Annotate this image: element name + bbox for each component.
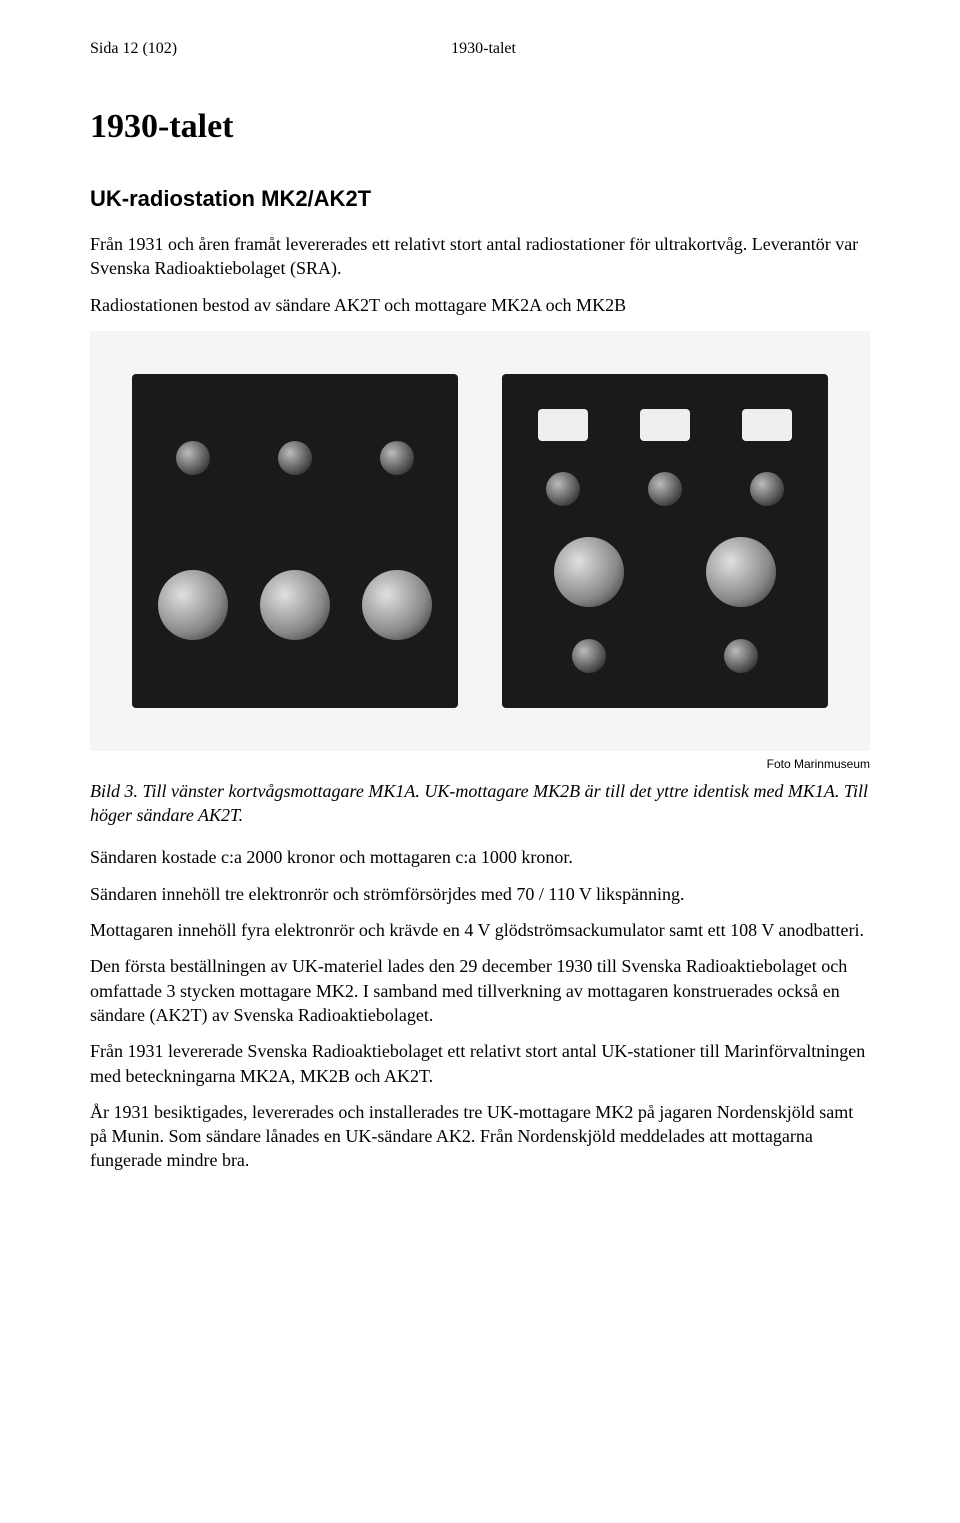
- body-paragraph: Från 1931 levererade Svenska Radioaktieb…: [90, 1039, 870, 1088]
- dial-icon: [278, 441, 312, 475]
- page-title: 1930-talet: [90, 108, 870, 146]
- dial-icon: [546, 472, 580, 506]
- meter-icon: [640, 409, 690, 441]
- document-page: Sida 12 (102) 1930-talet 1930-talet UK-r…: [0, 0, 960, 1245]
- dial-icon: [362, 570, 432, 640]
- dial-icon: [750, 472, 784, 506]
- figure: Foto Marinmuseum Bild 3. Till vänster ko…: [90, 331, 870, 828]
- body-paragraph: Sändaren innehöll tre elektronrör och st…: [90, 882, 870, 906]
- body-paragraph: Sändaren kostade c:a 2000 kronor och mot…: [90, 845, 870, 869]
- intro-paragraph: Radiostationen bestod av sändare AK2T oc…: [90, 293, 870, 317]
- figure-credit: Foto Marinmuseum: [90, 757, 870, 771]
- body-paragraph: År 1931 besiktigades, levererades och in…: [90, 1100, 870, 1173]
- intro-paragraph: Från 1931 och åren framåt levererades et…: [90, 232, 870, 281]
- dial-icon: [380, 441, 414, 475]
- page-header: Sida 12 (102) 1930-talet: [90, 40, 870, 58]
- dial-icon: [724, 639, 758, 673]
- section-ref: 1930-talet: [177, 40, 870, 58]
- dial-row: [512, 639, 818, 673]
- meter-row: [512, 409, 818, 441]
- body-paragraph: Den första beställningen av UK-materiel …: [90, 954, 870, 1027]
- dial-row: [512, 537, 818, 607]
- dial-icon: [706, 537, 776, 607]
- dial-row: [142, 441, 448, 475]
- dial-icon: [158, 570, 228, 640]
- body-paragraph: Mottagaren innehöll fyra elektronrör och…: [90, 918, 870, 942]
- dial-icon: [572, 639, 606, 673]
- meter-icon: [742, 409, 792, 441]
- dial-icon: [260, 570, 330, 640]
- figure-caption: Bild 3. Till vänster kortvågsmottagare M…: [90, 779, 870, 828]
- figure-image: [90, 331, 870, 751]
- radio-left: [132, 374, 458, 708]
- dial-icon: [176, 441, 210, 475]
- radio-right: [502, 374, 828, 708]
- meter-icon: [538, 409, 588, 441]
- dial-icon: [648, 472, 682, 506]
- page-number: Sida 12 (102): [90, 40, 177, 58]
- section-heading: UK-radiostation MK2/AK2T: [90, 186, 870, 212]
- dial-row: [512, 472, 818, 506]
- dial-row: [142, 570, 448, 640]
- dial-icon: [554, 537, 624, 607]
